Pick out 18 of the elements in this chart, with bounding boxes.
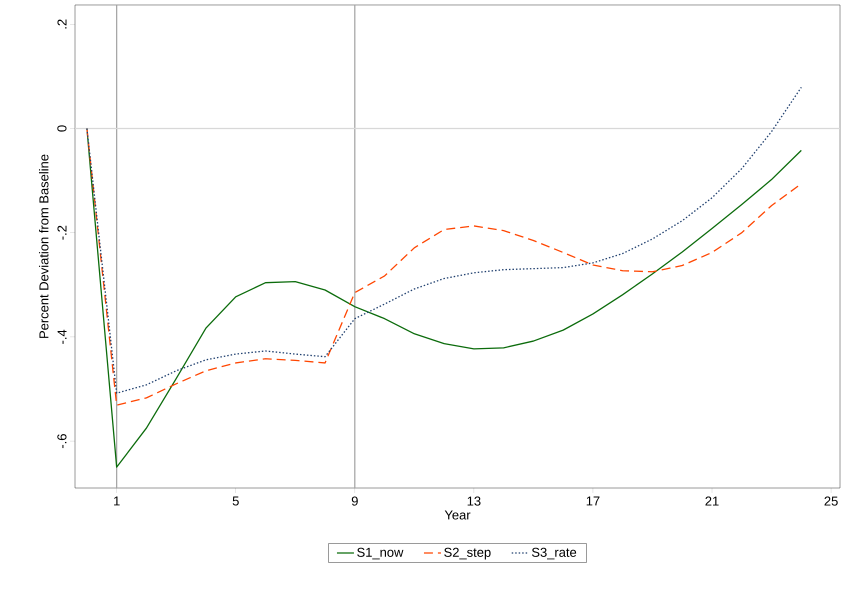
x-axis-title: Year <box>444 510 470 520</box>
x-tick-label: 25 <box>824 496 838 506</box>
x-tick-label: 17 <box>586 496 600 506</box>
x-tick-label: 13 <box>468 496 481 506</box>
y-axis-title: Percent Deviation from Baseline <box>38 154 48 338</box>
y-tick-label: 0 <box>57 125 66 132</box>
legend-label: S2_step <box>444 548 491 560</box>
y-tick-label: -.6 <box>57 434 66 448</box>
line-series <box>86 86 802 394</box>
x-tick-label: 1 <box>114 496 120 506</box>
legend-label: S3_rate <box>532 548 576 560</box>
y-tick-label: .2 <box>57 20 66 28</box>
y-tick-label: -.2 <box>57 226 66 240</box>
x-tick-label: 21 <box>705 496 719 506</box>
legend-label: S1_now <box>357 548 404 560</box>
y-tick-label: -.4 <box>58 330 66 344</box>
x-tick-label: 9 <box>352 496 358 506</box>
x-tick-label: 5 <box>232 496 239 506</box>
